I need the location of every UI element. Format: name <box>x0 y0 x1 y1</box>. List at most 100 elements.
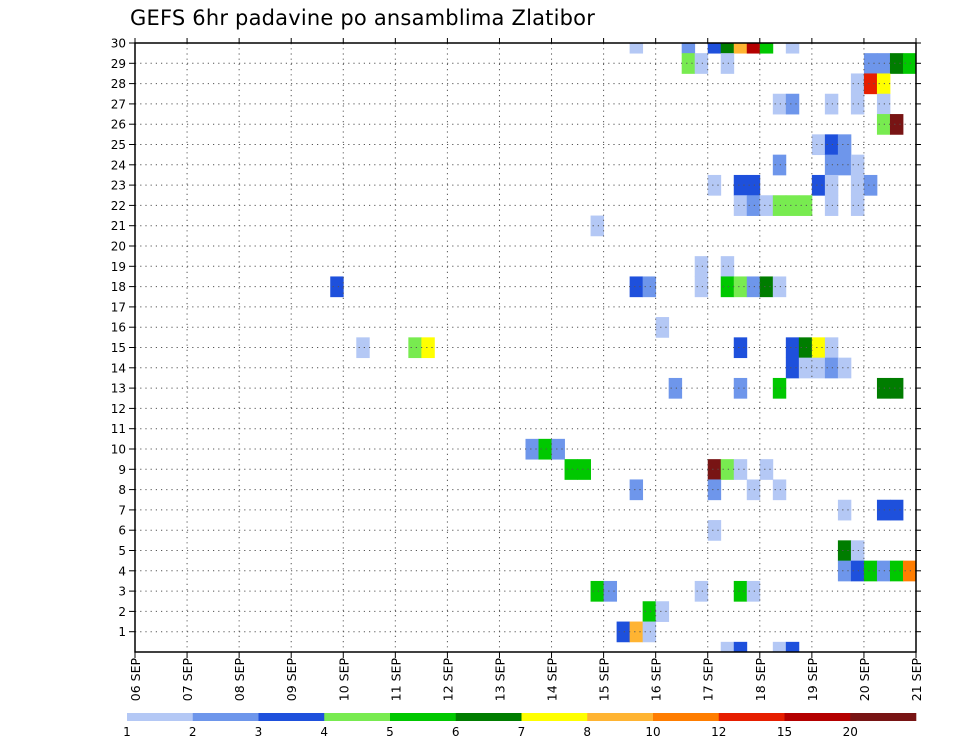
heatmap-cell <box>694 276 709 298</box>
x-tick-label: 16 SEP <box>649 658 664 702</box>
heatmap-cell <box>694 53 709 74</box>
heatmap-cell <box>785 641 800 653</box>
heatmap-cell <box>850 174 865 196</box>
heatmap-cell <box>746 174 761 196</box>
y-tick-label: 21 <box>111 219 126 233</box>
y-tick-label: 25 <box>111 138 126 152</box>
heatmap-cell <box>356 337 370 359</box>
legend-swatch <box>258 713 325 721</box>
heatmap-cell <box>720 641 735 653</box>
heatmap-cell <box>759 459 774 480</box>
heatmap-cell <box>642 276 657 298</box>
heatmap-cell <box>850 154 865 176</box>
y-tick-label: 19 <box>111 260 126 274</box>
legend-swatch <box>390 713 457 721</box>
heatmap-cell <box>863 560 878 582</box>
x-tick-label: 21 SEP <box>909 658 924 702</box>
x-tick-label: 08 SEP <box>232 658 247 702</box>
heatmap-cell <box>421 337 435 359</box>
heatmap-cell <box>811 337 826 359</box>
heatmap-cell <box>616 621 631 643</box>
heatmap-cell <box>850 93 865 115</box>
heatmap-cell <box>889 499 904 521</box>
color-legend: 1 2 3 4 5 6 7 8 10 12 15 20 <box>123 713 917 739</box>
y-tick-label: 27 <box>111 97 126 111</box>
heatmap-cell <box>850 73 865 95</box>
legend-swatch <box>192 713 259 721</box>
y-tick-label: 5 <box>118 544 126 558</box>
heatmap-cell <box>733 459 748 480</box>
legend-swatch <box>324 713 391 721</box>
heatmap-cell <box>720 43 735 54</box>
legend-swatch <box>587 713 654 721</box>
heatmap-cell <box>590 580 604 602</box>
y-tick-label: 18 <box>111 280 126 294</box>
heatmap-cells <box>330 43 917 653</box>
heatmap-cell <box>902 560 917 582</box>
heatmap-cell <box>746 43 761 54</box>
x-tick-label: 17 SEP <box>701 658 716 702</box>
heatmap-cell <box>876 560 891 582</box>
y-tick-label: 9 <box>118 463 126 477</box>
legend-label: 10 <box>645 725 660 739</box>
heatmap-cell <box>772 195 787 216</box>
heatmap-cell <box>707 479 722 501</box>
heatmap-cell <box>668 377 683 399</box>
heatmap-cell <box>746 195 761 216</box>
legend-label: 20 <box>843 725 858 739</box>
y-tick-label: 15 <box>111 341 126 355</box>
heatmap-cell <box>876 377 891 399</box>
heatmap-cell <box>850 195 865 216</box>
heatmap-cell <box>707 459 722 480</box>
legend-label: 2 <box>189 725 197 739</box>
heatmap-cell <box>733 337 748 359</box>
heatmap-cell <box>655 601 670 622</box>
y-tick-label: 30 <box>111 37 126 51</box>
legend-label: 1 <box>123 725 131 739</box>
heatmap-cell <box>798 337 813 359</box>
heatmap-cell <box>889 53 904 74</box>
legend-label: 5 <box>386 725 394 739</box>
heatmap-cell <box>798 195 813 216</box>
y-tick-label: 11 <box>111 422 126 436</box>
y-tick-label: 4 <box>118 564 126 578</box>
heatmap-cell <box>876 93 891 115</box>
heatmap-cell <box>876 53 891 74</box>
legend-swatch <box>718 713 785 721</box>
legend-swatch <box>521 713 588 721</box>
y-tick-label: 22 <box>111 199 126 213</box>
heatmap-cell <box>889 114 904 135</box>
legend-label: 8 <box>583 725 591 739</box>
heatmap-cell <box>733 276 748 298</box>
heatmap-cell <box>733 174 748 196</box>
heatmap-cell <box>863 53 878 74</box>
heatmap-cell <box>629 479 644 501</box>
heatmap-cell <box>681 43 696 54</box>
legend-label: 3 <box>255 725 263 739</box>
heatmap-cell <box>694 256 709 277</box>
legend-label: 4 <box>320 725 328 739</box>
legend-swatch <box>127 713 194 721</box>
heatmap-cell <box>863 73 878 95</box>
y-tick-label: 29 <box>111 57 126 71</box>
heatmap-cell <box>824 93 839 115</box>
y-tick-label: 7 <box>118 503 126 517</box>
x-tick-label: 11 SEP <box>388 658 403 702</box>
y-tick-label: 13 <box>111 382 126 396</box>
legend-label: 7 <box>518 725 526 739</box>
x-tick-label: 12 SEP <box>440 658 455 702</box>
heatmap-cell <box>824 134 839 156</box>
heatmap-cell <box>785 195 800 216</box>
heatmap-cell <box>720 256 735 277</box>
y-tick-label: 23 <box>111 179 126 193</box>
heatmap-cell <box>551 438 565 460</box>
heatmap-cell <box>824 174 839 196</box>
heatmap-cell <box>811 134 826 156</box>
heatmap-cell <box>629 43 644 54</box>
heatmap-cell <box>707 174 722 196</box>
heatmap-cell <box>863 174 878 196</box>
heatmap-cell <box>811 357 826 379</box>
heatmap-cell <box>733 43 748 54</box>
heatmap-cell <box>837 540 852 562</box>
